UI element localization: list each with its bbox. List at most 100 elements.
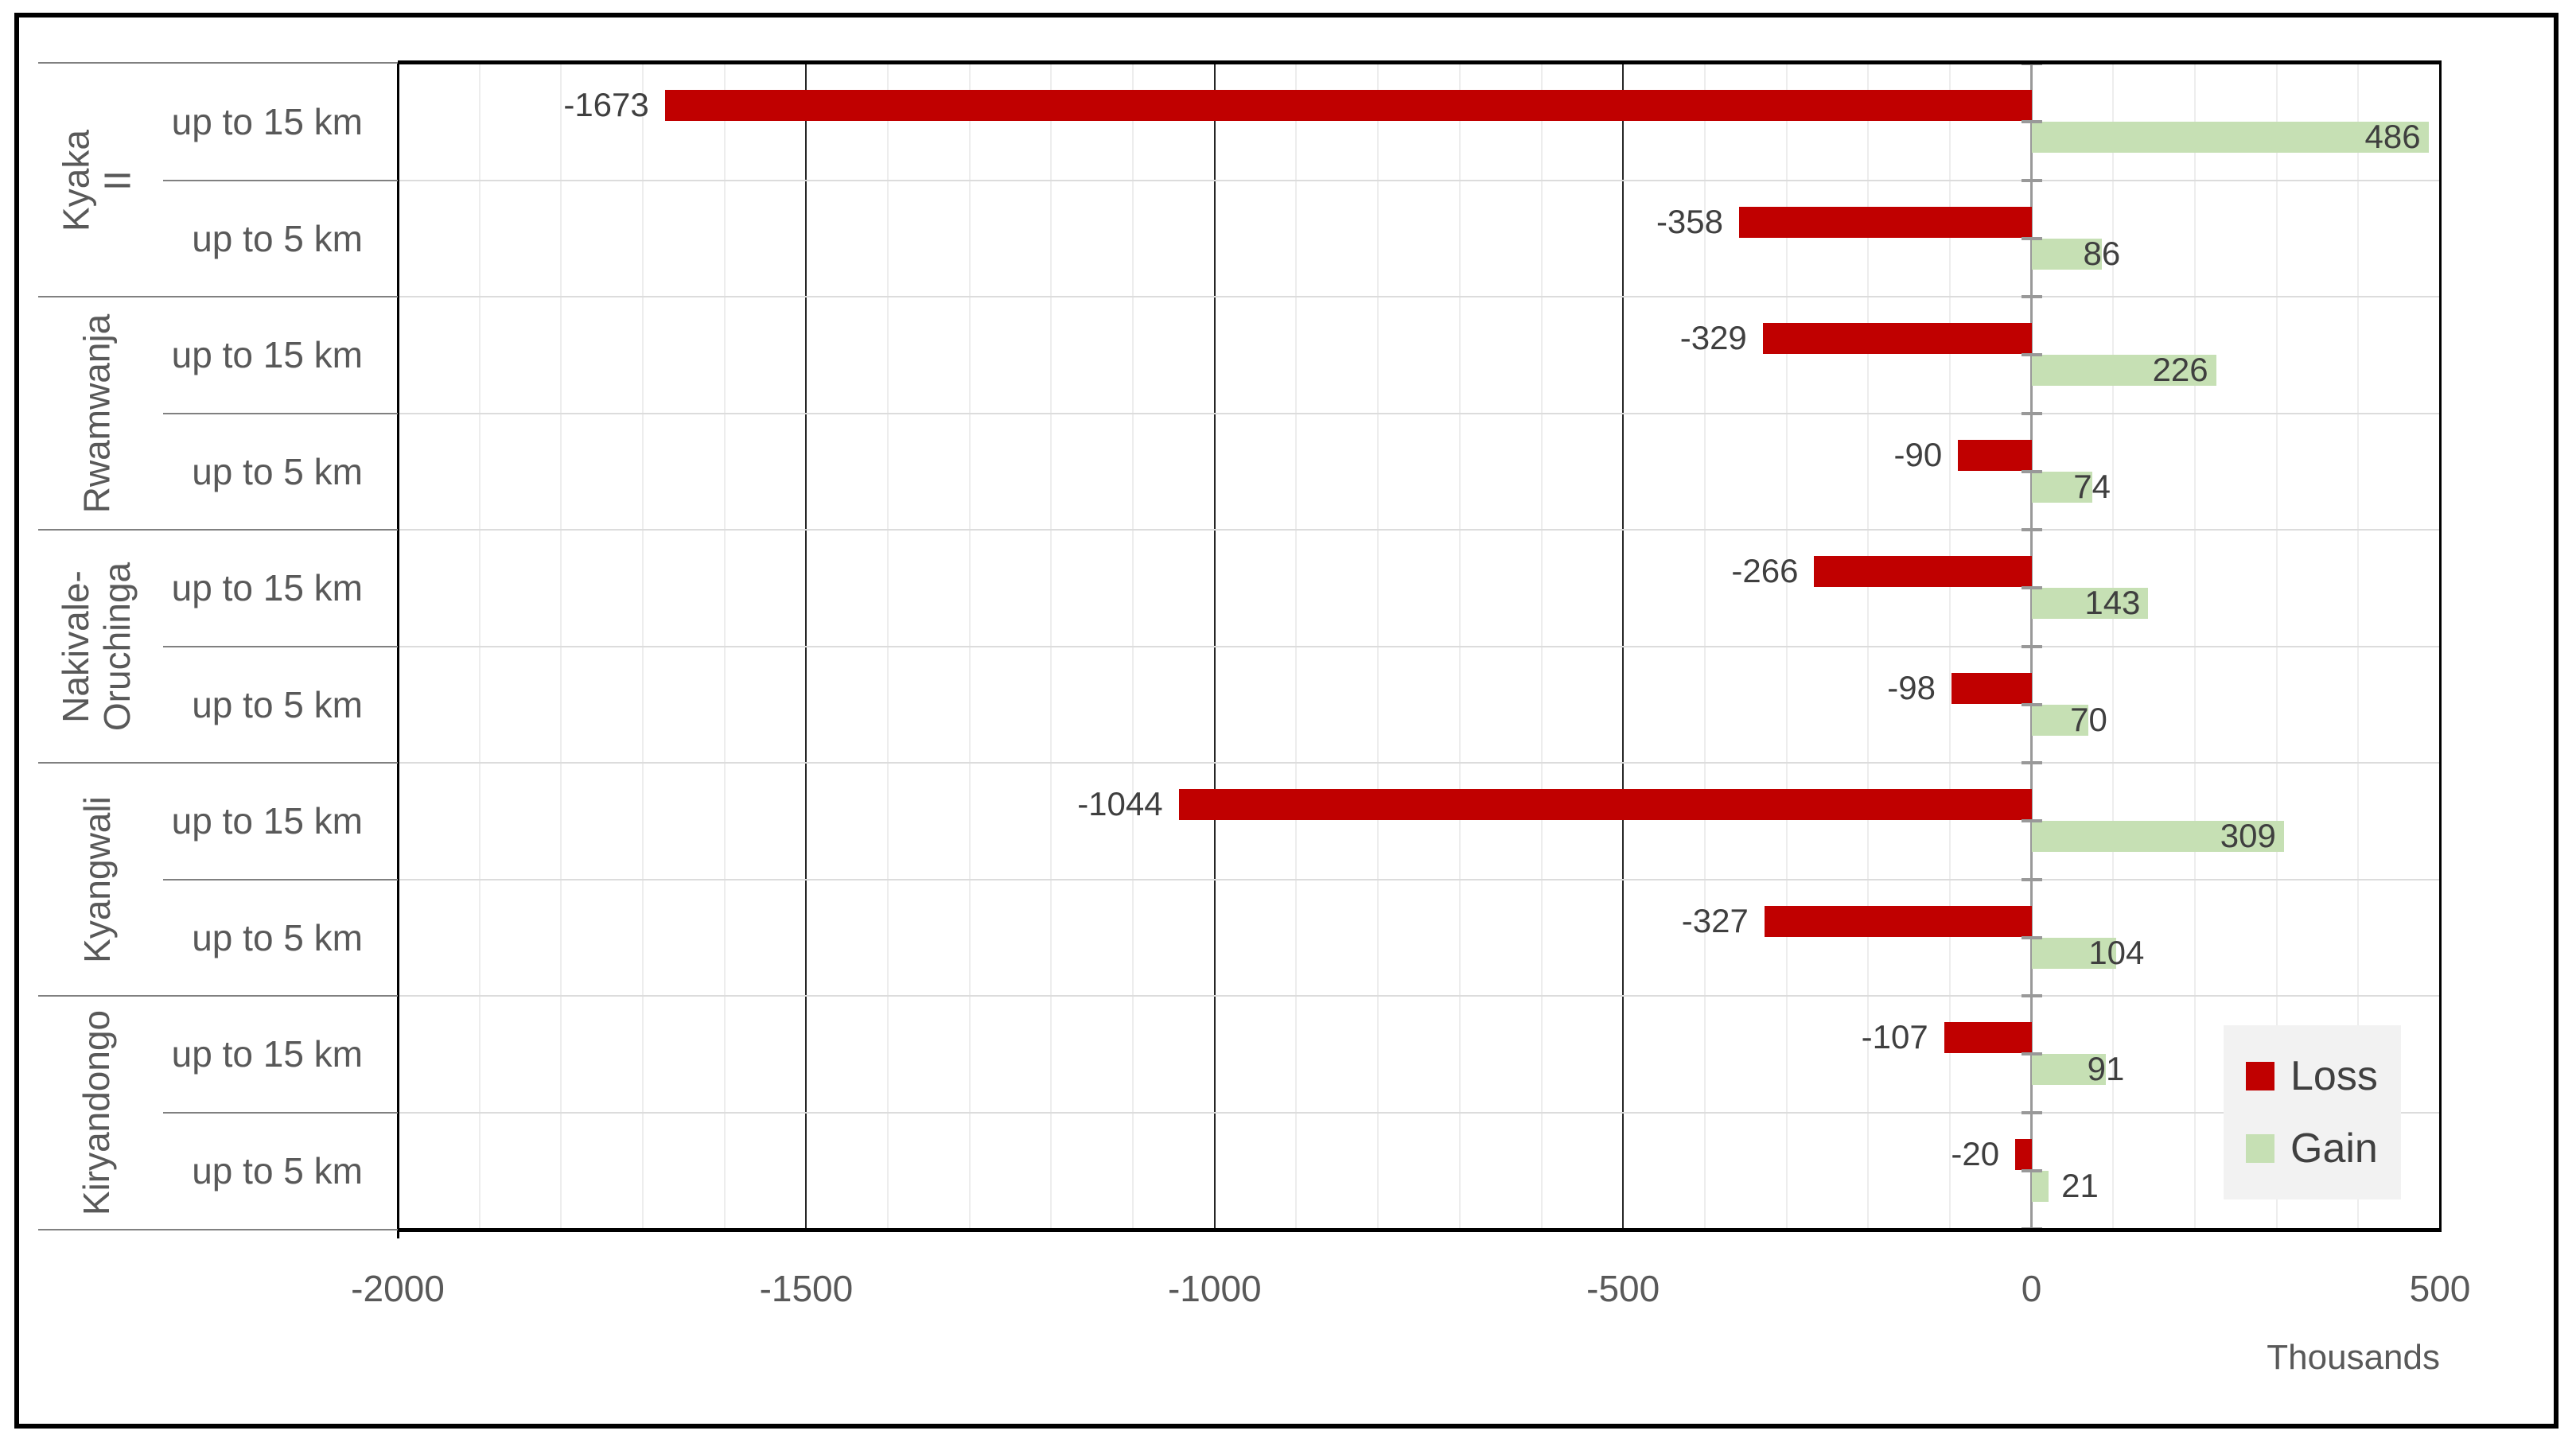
legend-entry-gain: Gain [2246, 1126, 2401, 1171]
row-label: up to 15 km [171, 334, 363, 376]
row-separator [398, 179, 2440, 181]
legend-entry-loss: Loss [2246, 1054, 2401, 1098]
legend: Loss Gain [2224, 1025, 2401, 1199]
axis-tick-mark [2021, 528, 2042, 531]
label-area-bottom-line [38, 1229, 398, 1230]
group-label: Kyangwali [38, 763, 155, 996]
gain-bar [2031, 1054, 2107, 1085]
x-tick-label: 0 [2021, 1268, 2042, 1309]
loss-bar [1944, 1022, 2032, 1053]
sub-separator [163, 412, 398, 414]
x-tick-label: -1000 [1167, 1268, 1262, 1309]
axis-tick-mark [2021, 295, 2042, 298]
row-separator [398, 529, 2440, 531]
gain-value-label: 86 [2083, 234, 2121, 272]
x-tick-label: 500 [2409, 1268, 2471, 1309]
x-tick-label: -500 [1586, 1268, 1660, 1309]
axis-tick-mark [2021, 761, 2042, 764]
category-axis-line [397, 64, 399, 1238]
loss-value-label: -20 [1951, 1134, 2000, 1172]
group-label: Rwamwanja [38, 297, 155, 530]
axis-tick-mark [2021, 469, 2042, 473]
row-label: up to 15 km [171, 101, 363, 143]
axis-tick-mark [2021, 1052, 2042, 1056]
axis-tick-mark [2021, 178, 2042, 182]
row-label: up to 5 km [192, 450, 363, 492]
loss-value-label: -266 [1731, 552, 1799, 589]
loss-bar [2015, 1138, 2032, 1170]
axis-tick-mark [2021, 935, 2042, 939]
gain-bar [2031, 238, 2102, 270]
row-separator [398, 412, 2440, 414]
loss-value-label: -98 [1887, 668, 1936, 706]
axis-tick-mark [2021, 411, 2042, 415]
axis-tick-mark [2021, 120, 2042, 124]
gain-value-label: 143 [2084, 584, 2141, 621]
gain-bar [2031, 821, 2284, 852]
row-label: up to 5 km [192, 916, 363, 958]
legend-gain-swatch [2246, 1134, 2274, 1164]
row-label: up to 15 km [171, 1033, 363, 1075]
plot-right-border [2439, 60, 2442, 1232]
loss-bar [1814, 556, 2032, 587]
loss-value-label: -327 [1681, 901, 1749, 939]
axis-tick-mark [2021, 236, 2042, 240]
gain-value-label: 104 [2088, 933, 2145, 971]
group-label-text: Nakivale- Oruchinga [55, 562, 138, 731]
gain-bar [2031, 122, 2429, 153]
row-separator [398, 878, 2440, 880]
chart-outer-border [14, 13, 2558, 1429]
row-separator [398, 762, 2440, 764]
axis-tick-mark [2021, 644, 2042, 648]
legend-loss-label: Loss [2290, 1052, 2378, 1099]
x-tick-label: -1500 [759, 1268, 854, 1309]
group-label-text: Kyaka II [55, 129, 138, 231]
group-separator [38, 762, 398, 764]
axis-tick-mark [2021, 994, 2042, 997]
axis-tick-mark [2021, 353, 2042, 357]
loss-value-label: -90 [1893, 435, 1943, 473]
gain-bar [2031, 1170, 2049, 1202]
loss-value-label: -329 [1679, 319, 1747, 356]
row-separator [398, 995, 2440, 997]
axis-units-label: Thousands [2267, 1338, 2440, 1377]
axis-tick-mark [2021, 877, 2042, 881]
loss-value-label: -1044 [1077, 785, 1163, 822]
axis-tick-mark [2021, 819, 2042, 823]
row-label: up to 15 km [171, 800, 363, 842]
loss-bar [1764, 905, 2032, 937]
row-label: up to 5 km [192, 217, 363, 259]
axis-tick-mark [2021, 702, 2042, 706]
gain-bar [2031, 704, 2089, 736]
sub-separator [163, 1111, 398, 1114]
legend-loss-swatch [2246, 1061, 2274, 1090]
gain-value-label: 74 [2073, 467, 2111, 505]
row-separator [398, 645, 2440, 647]
loss-bar [1951, 672, 2032, 704]
loss-bar [1739, 206, 2032, 238]
group-separator [38, 296, 398, 297]
x-tick-label: -2000 [351, 1268, 445, 1309]
plot-bottom-border [398, 1228, 2440, 1232]
row-label: up to 5 km [192, 683, 363, 725]
loss-bar [1958, 439, 2032, 471]
group-label: Nakivale- Oruchinga [38, 530, 155, 763]
gain-value-label: 21 [2061, 1166, 2099, 1204]
gain-value-label: 309 [2220, 817, 2276, 854]
label-area-top-line [38, 62, 398, 64]
row-separator [398, 296, 2440, 297]
axis-tick-mark [2021, 1110, 2042, 1114]
gain-bar [2031, 355, 2216, 386]
gain-bar [2031, 471, 2092, 503]
gain-bar [2031, 937, 2117, 969]
group-label-text: Kyangwali [76, 795, 118, 963]
group-label: Kyaka II [38, 64, 155, 297]
gain-value-label: 91 [2087, 1050, 2125, 1087]
loss-bar [664, 90, 2032, 121]
sub-separator [163, 878, 398, 880]
group-label-text: Rwamwanja [76, 313, 118, 513]
sub-separator [163, 179, 398, 181]
loss-bar [1762, 323, 2032, 354]
loss-value-label: -107 [1861, 1018, 1928, 1055]
